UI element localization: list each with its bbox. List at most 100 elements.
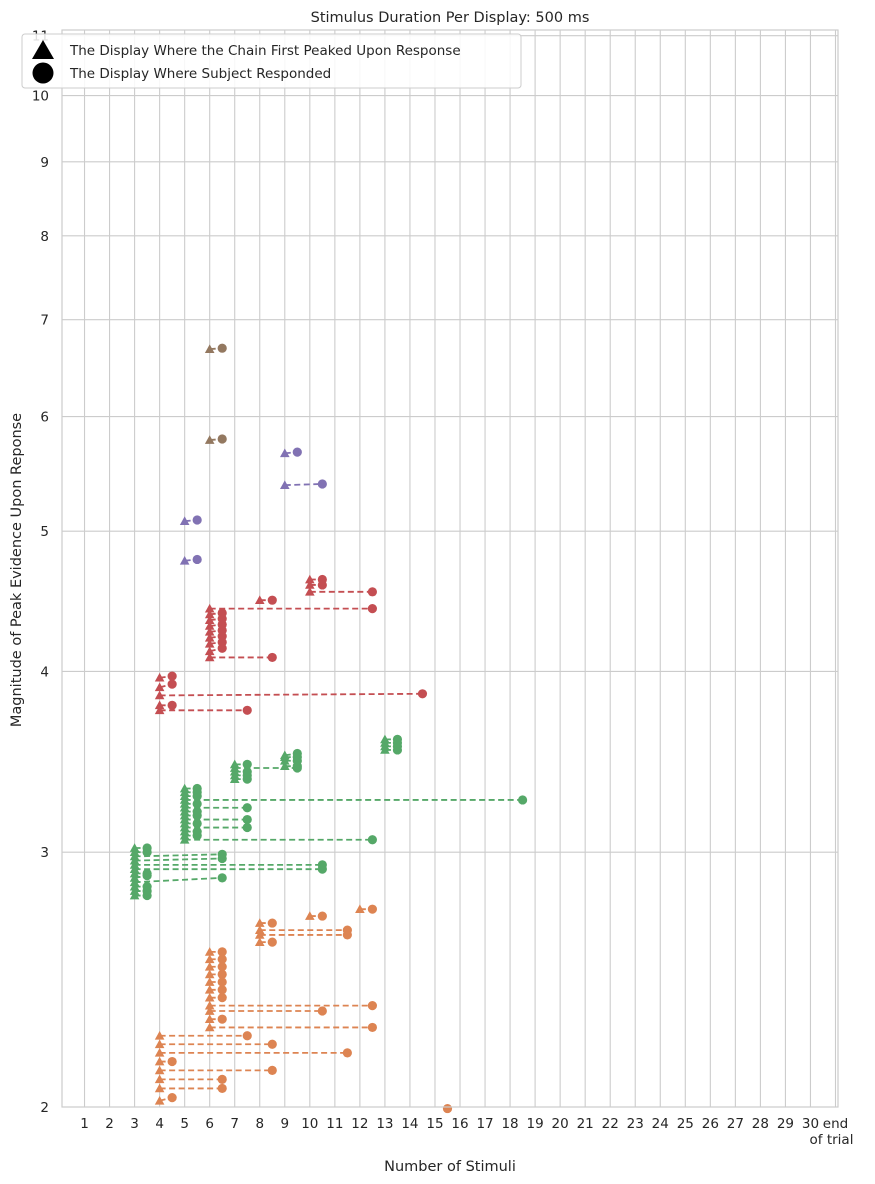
x-tick-label: 26: [702, 1116, 719, 1132]
circle-marker: [217, 962, 227, 972]
triangle-marker: [204, 961, 215, 971]
circle-marker: [217, 849, 227, 859]
circle-marker: [242, 803, 252, 813]
triangle-marker: [204, 977, 215, 986]
circle-marker: [267, 1065, 277, 1075]
triangle-marker: [154, 1095, 165, 1105]
x-tick-label: 3: [130, 1116, 139, 1132]
circle-marker: [217, 873, 227, 883]
legend-label: The Display Where the Chain First Peaked…: [69, 43, 461, 59]
triangle-marker: [154, 690, 165, 700]
triangle-marker: [204, 1006, 215, 1015]
triangle-marker: [204, 1014, 215, 1024]
series-group: [154, 574, 428, 715]
triangle-marker: [154, 1039, 165, 1049]
x-tick-label: end of trial: [810, 1116, 854, 1148]
triangle-marker: [129, 843, 140, 852]
triangle-marker: [254, 930, 265, 939]
circle-marker: [217, 343, 227, 353]
x-tick-label: 6: [205, 1116, 214, 1132]
triangle-marker: [305, 911, 315, 920]
circle-marker: [292, 748, 302, 759]
circle-marker: [217, 993, 227, 1003]
triangle-marker: [129, 890, 140, 900]
circle-marker: [367, 1022, 377, 1033]
circle-marker: [392, 734, 403, 744]
legend: The Display Where the Chain First Peaked…: [21, 33, 522, 89]
triangle-marker: [204, 609, 215, 619]
triangle-marker: [154, 1074, 165, 1084]
dashed-connector: [159, 692, 423, 697]
triangle-marker: [305, 587, 315, 596]
circle-marker: [167, 1056, 177, 1067]
y-tick-label: 8: [40, 229, 49, 245]
circle-marker: [242, 1031, 252, 1041]
series-group: [179, 447, 327, 565]
circle-marker: [267, 918, 277, 928]
circle-marker: [217, 608, 227, 618]
circle-marker: [267, 1039, 277, 1049]
circle-marker: [217, 985, 227, 995]
triangle-marker: [380, 734, 390, 744]
circle-marker: [192, 807, 202, 817]
y-tick-label: 10: [32, 89, 49, 105]
circle-marker: [217, 947, 227, 957]
circle-marker: [192, 826, 202, 837]
triangle-marker: [204, 954, 215, 964]
triangle-marker: [154, 1030, 165, 1040]
circle-marker: [317, 860, 327, 870]
x-tick-label: 18: [501, 1116, 518, 1132]
triangle-marker: [279, 448, 290, 458]
x-tick-label: 5: [180, 1116, 189, 1132]
circle-marker: [167, 1093, 177, 1103]
circle-marker: [167, 671, 177, 681]
triangle-marker: [154, 672, 165, 682]
triangle-marker: [154, 700, 165, 710]
dashed-connector: [134, 876, 223, 884]
x-tick-label: 4: [155, 1116, 164, 1132]
triangle-marker: [204, 947, 215, 956]
circle-marker: [242, 759, 252, 769]
circle-marker: [192, 554, 202, 565]
x-tick-label: 27: [727, 1116, 744, 1132]
triangle-marker: [204, 1022, 215, 1032]
circle-marker: [242, 767, 252, 777]
x-tick-label: 8: [255, 1116, 264, 1132]
circle-marker: [342, 925, 352, 935]
triangle-marker: [154, 682, 165, 692]
dashed-connector: [284, 483, 323, 487]
triangle-marker: [179, 783, 190, 793]
x-tick-label: 14: [401, 1116, 418, 1132]
x-tick-label: 2: [105, 1116, 114, 1132]
triangle-marker: [129, 881, 140, 891]
triangle-marker: [154, 1056, 165, 1066]
circle-marker: [192, 818, 202, 829]
triangle-marker: [279, 750, 290, 760]
triangle-marker: [204, 638, 215, 648]
circle-marker: [267, 652, 277, 663]
triangle-marker: [129, 886, 140, 895]
triangle-marker: [254, 925, 265, 934]
triangle-marker: [204, 603, 215, 613]
circle-marker: [217, 1083, 227, 1094]
dashed-connector: [134, 857, 223, 862]
circle-marker: [217, 1014, 227, 1024]
y-axis-label: Magnitude of Peak Evidence Upon Reponse: [9, 413, 25, 727]
legend-circle-icon: [32, 62, 54, 84]
triangle-marker: [179, 555, 190, 565]
circle-marker: [167, 679, 177, 689]
triangle-marker: [154, 1065, 165, 1075]
x-tick-label: 22: [602, 1116, 619, 1132]
plot-frame: [61, 29, 839, 1108]
circle-marker: [367, 587, 377, 597]
triangle-marker: [204, 1000, 215, 1010]
chart-marks: [129, 343, 528, 1114]
triangle-marker: [279, 761, 290, 771]
series-group: [129, 734, 528, 901]
x-tick-label: 9: [280, 1116, 289, 1132]
x-tick-label: 21: [577, 1116, 594, 1132]
circle-marker: [342, 1048, 352, 1058]
x-tick-label: 12: [351, 1116, 368, 1132]
circle-marker: [217, 977, 227, 987]
